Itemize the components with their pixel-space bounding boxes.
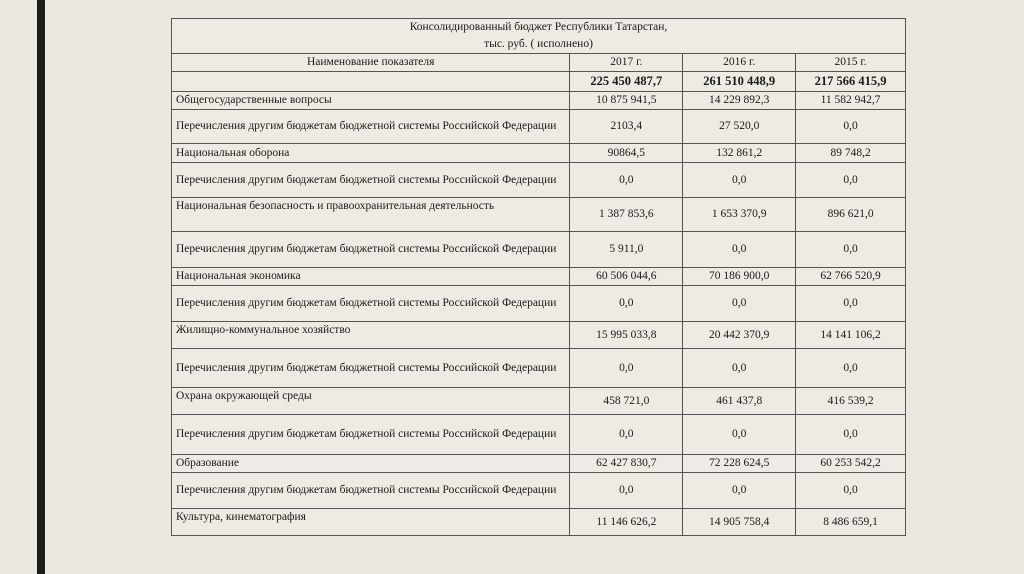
total-2015: 217 566 415,9: [795, 71, 906, 92]
table-row: Охрана окружающей среды 458 721,0 461 437,…: [170, 387, 906, 415]
row-name: Перечисления другим бюджетам бюджетной с…: [170, 109, 571, 144]
value-2017: 10 875 941,5: [569, 91, 684, 110]
value-2015: 0,0: [795, 348, 906, 388]
total-2016: 261 510 448,9: [682, 71, 797, 92]
value-2015: 0,0: [795, 472, 906, 509]
value-2016: 14 229 892,3: [682, 91, 797, 110]
table-row: Перечисления другим бюджетам бюджетной с…: [170, 231, 906, 268]
value-2017: 62 427 830,7: [569, 454, 684, 473]
table-title: Консолидированный бюджет Республики Тата…: [171, 18, 906, 54]
header-name: Наименование показателя: [170, 53, 571, 72]
header-row: Наименование показателя 2017 г. 2016 г. …: [170, 53, 906, 72]
row-name: Жилищно-коммунальное хозяйство: [170, 321, 571, 349]
title-line-2: тыс. руб. ( исполнено): [484, 38, 593, 50]
header-2015: 2015 г.: [795, 53, 906, 72]
value-2017: 458 721,0: [569, 387, 684, 415]
value-2015: 0,0: [795, 285, 906, 322]
value-2017: 0,0: [569, 162, 684, 198]
row-name: Перечисления другим бюджетам бюджетной с…: [170, 414, 571, 455]
value-2017: 15 995 033,8: [569, 321, 684, 349]
value-2016: 461 437,8: [682, 387, 797, 415]
row-name: Перечисления другим бюджетам бюджетной с…: [170, 348, 571, 388]
value-2017: 0,0: [569, 472, 684, 509]
value-2017: 0,0: [569, 285, 684, 322]
value-2015: 14 141 106,2: [795, 321, 906, 349]
value-2015: 60 253 542,2: [795, 454, 906, 473]
table-row: Общегосударственные вопросы 10 875 941,5 1…: [170, 91, 906, 110]
value-2017: 0,0: [569, 414, 684, 455]
slide-accent-bar: [37, 0, 45, 574]
table-row: Перечисления другим бюджетам бюджетной с…: [170, 285, 906, 322]
value-2016: 0,0: [682, 231, 797, 268]
totals-label: [170, 71, 571, 92]
value-2016: 72 228 624,5: [682, 454, 797, 473]
budget-table: Консолидированный бюджет Республики Тата…: [170, 18, 906, 536]
table-row: Национальная оборона 90864,5 132 861,2 89 7…: [170, 143, 906, 163]
row-name: Перечисления другим бюджетам бюджетной с…: [170, 162, 571, 198]
value-2015: 416 539,2: [795, 387, 906, 415]
row-name: Образование: [170, 454, 571, 473]
table-row: Национальная безопасность и правоохранит…: [170, 197, 906, 232]
value-2015: 89 748,2: [795, 143, 906, 163]
value-2015: 62 766 520,9: [795, 267, 906, 286]
table-title-row: Консолидированный бюджет Республики Тата…: [171, 18, 906, 54]
value-2016: 0,0: [682, 348, 797, 388]
table-row: Перечисления другим бюджетам бюджетной с…: [170, 348, 906, 388]
value-2015: 11 582 942,7: [795, 91, 906, 110]
row-name: Национальная оборона: [170, 143, 571, 163]
row-name: Перечисления другим бюджетам бюджетной с…: [170, 285, 571, 322]
totals-row: 225 450 487,7 261 510 448,9 217 566 415,…: [170, 71, 906, 92]
row-name: Национальная экономика: [170, 267, 571, 286]
value-2016: 0,0: [682, 285, 797, 322]
header-2017: 2017 г.: [569, 53, 684, 72]
table-row: Перечисления другим бюджетам бюджетной с…: [170, 414, 906, 455]
row-name: Национальная безопасность и правоохранит…: [170, 197, 571, 232]
row-name: Перечисления другим бюджетам бюджетной с…: [170, 472, 571, 509]
value-2015: 896 621,0: [795, 197, 906, 232]
value-2016: 132 861,2: [682, 143, 797, 163]
value-2017: 60 506 044,6: [569, 267, 684, 286]
table-row: Национальная экономика 60 506 044,6 70 186…: [170, 267, 906, 286]
row-name: Перечисления другим бюджетам бюджетной с…: [170, 231, 571, 268]
value-2016: 1 653 370,9: [682, 197, 797, 232]
value-2015: 8 486 659,1: [795, 508, 906, 536]
total-2017: 225 450 487,7: [569, 71, 684, 92]
value-2016: 0,0: [682, 472, 797, 509]
row-name: Охрана окружающей среды: [170, 387, 571, 415]
table-row: Культура, кинематография 11 146 626,2 14 9…: [170, 508, 906, 536]
value-2017: 0,0: [569, 348, 684, 388]
value-2016: 14 905 758,4: [682, 508, 797, 536]
value-2016: 0,0: [682, 414, 797, 455]
row-name: Общегосударственные вопросы: [170, 91, 571, 110]
value-2016: 27 520,0: [682, 109, 797, 144]
value-2017: 2103,4: [569, 109, 684, 144]
table-row: Образование 62 427 830,7 72 228 624,5 60 25…: [170, 454, 906, 473]
value-2016: 70 186 900,0: [682, 267, 797, 286]
header-2016: 2016 г.: [682, 53, 797, 72]
table-row: Перечисления другим бюджетам бюджетной с…: [170, 109, 906, 144]
value-2017: 11 146 626,2: [569, 508, 684, 536]
value-2015: 0,0: [795, 162, 906, 198]
value-2017: 90864,5: [569, 143, 684, 163]
value-2015: 0,0: [795, 414, 906, 455]
value-2016: 0,0: [682, 162, 797, 198]
value-2017: 5 911,0: [569, 231, 684, 268]
value-2016: 20 442 370,9: [682, 321, 797, 349]
title-line-1: Консолидированный бюджет Республики Тата…: [409, 21, 668, 33]
value-2017: 1 387 853,6: [569, 197, 684, 232]
value-2015: 0,0: [795, 231, 906, 268]
table-row: Перечисления другим бюджетам бюджетной с…: [170, 162, 906, 198]
table-row: Перечисления другим бюджетам бюджетной с…: [170, 472, 906, 509]
row-name: Культура, кинематография: [170, 508, 571, 536]
table-row: Жилищно-коммунальное хозяйство 15 995 033…: [170, 321, 906, 349]
value-2015: 0,0: [795, 109, 906, 144]
